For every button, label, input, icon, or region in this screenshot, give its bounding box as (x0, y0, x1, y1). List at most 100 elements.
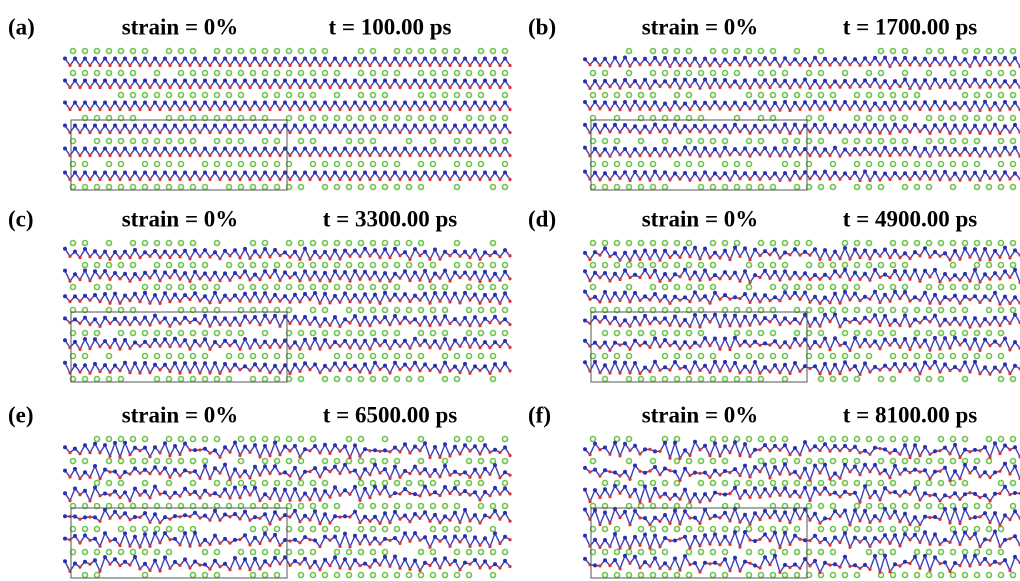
nitrogen-atoms (583, 359, 1017, 370)
chain-bonds (64, 246, 511, 261)
nitrogen-atoms (63, 100, 507, 105)
unit-cell-box (590, 119, 808, 191)
oxygen-atoms (588, 130, 1020, 136)
oxygen-atoms (68, 470, 512, 481)
chain-bonds (64, 485, 511, 503)
time-label: t = 100.00 ps (328, 14, 451, 39)
oxygen-atoms (588, 297, 1020, 306)
nitrogen-atoms (63, 336, 507, 345)
oxygen-atoms (68, 344, 512, 351)
chain-bonds (584, 78, 1020, 90)
oxygen-atoms (588, 153, 1020, 158)
nitrogen-atoms (63, 554, 507, 567)
chain-bonds (584, 100, 1020, 112)
green-atoms (589, 239, 1017, 383)
oxygen-atoms (68, 85, 512, 90)
unit-cell-box (70, 311, 288, 383)
strain-label: strain = 0% (122, 206, 239, 231)
strain-label: strain = 0% (642, 206, 759, 231)
nitrogen-atoms (63, 123, 507, 128)
nitrogen-atoms (583, 169, 1017, 176)
oxygen-atoms (68, 320, 512, 328)
oxygen-atoms (68, 153, 512, 158)
nitrogen-atoms (583, 335, 1017, 346)
nitrogen-atoms (583, 553, 1017, 568)
nitrogen-atoms (63, 146, 507, 151)
oxygen-atoms (68, 297, 512, 306)
nitrogen-atoms (583, 55, 1017, 62)
unit-cell-box (590, 311, 808, 383)
nitrogen-atoms (63, 462, 507, 475)
oxygen-atoms (588, 343, 1020, 352)
oxygen-atoms (588, 176, 1020, 183)
oxygen-atoms (68, 367, 512, 376)
oxygen-atoms (68, 254, 512, 262)
chain-bonds (584, 484, 1020, 505)
oxygen-atoms (68, 275, 512, 284)
chain-bonds (64, 268, 511, 283)
oxygen-atoms (68, 562, 512, 573)
panel-label: (c) (8, 206, 34, 231)
oxygen-atoms (68, 448, 512, 460)
oxygen-atoms (588, 62, 1020, 69)
oxygen-atoms (588, 107, 1020, 113)
nitrogen-atoms (63, 170, 507, 175)
chain-bonds (64, 79, 511, 89)
unit-cell-box (70, 119, 288, 191)
chain-bonds (584, 506, 1020, 528)
nitrogen-atoms (63, 246, 507, 255)
panel-label: (d) (528, 206, 556, 231)
nitrogen-atoms (63, 78, 507, 83)
chain-bonds (584, 246, 1020, 262)
nitrogen-atoms (63, 507, 507, 520)
time-label: t = 4900.00 ps (843, 206, 978, 231)
chain-bonds (584, 360, 1020, 377)
chain-bonds (64, 291, 511, 305)
panel-label: (e) (8, 402, 34, 427)
green-atoms (589, 47, 1017, 191)
chain-bonds (584, 313, 1020, 329)
panel-label: (a) (8, 14, 35, 39)
panel-label: (b) (528, 14, 556, 39)
oxygen-atoms (68, 107, 512, 112)
panel-label: (f) (528, 402, 551, 427)
nitrogen-atoms (63, 268, 507, 277)
nitrogen-atoms (63, 484, 507, 497)
nitrogen-atoms (63, 290, 507, 299)
oxygen-atoms (68, 537, 512, 549)
oxygen-atoms (68, 514, 512, 526)
oxygen-atoms (68, 491, 512, 503)
chain-bonds (584, 336, 1020, 353)
strain-label: strain = 0% (642, 14, 759, 39)
chain-bonds (64, 57, 511, 67)
time-label: t = 3300.00 ps (323, 206, 458, 231)
chain-bonds (584, 290, 1020, 306)
green-atoms (69, 239, 509, 383)
chain-bonds (584, 462, 1020, 483)
chain-bonds (584, 56, 1020, 68)
strain-label: strain = 0% (642, 402, 759, 427)
chain-bonds (64, 101, 511, 111)
oxygen-atoms (588, 84, 1020, 91)
nitrogen-atoms (63, 56, 507, 61)
green-atoms (69, 47, 509, 191)
nitrogen-atoms (583, 145, 1017, 152)
strain-label: strain = 0% (122, 14, 239, 39)
unit-cell-box (70, 507, 288, 579)
nitrogen-atoms (583, 267, 1017, 278)
nitrogen-atoms (583, 122, 1017, 129)
chain-bonds (584, 170, 1020, 182)
nitrogen-atoms (583, 99, 1017, 106)
time-label: t = 8100.00 ps (843, 402, 978, 427)
unit-cell-box (590, 507, 808, 579)
nitrogen-atoms (63, 530, 507, 543)
oxygen-atoms (68, 130, 512, 135)
nitrogen-atoms (583, 312, 1017, 323)
chain-bonds (584, 440, 1020, 461)
green-atoms (69, 435, 509, 579)
chain-bonds (584, 146, 1020, 158)
nitrogen-atoms (63, 360, 507, 369)
chain-bonds (584, 123, 1020, 135)
chain-bonds (584, 267, 1020, 284)
chain-bonds (584, 553, 1020, 575)
